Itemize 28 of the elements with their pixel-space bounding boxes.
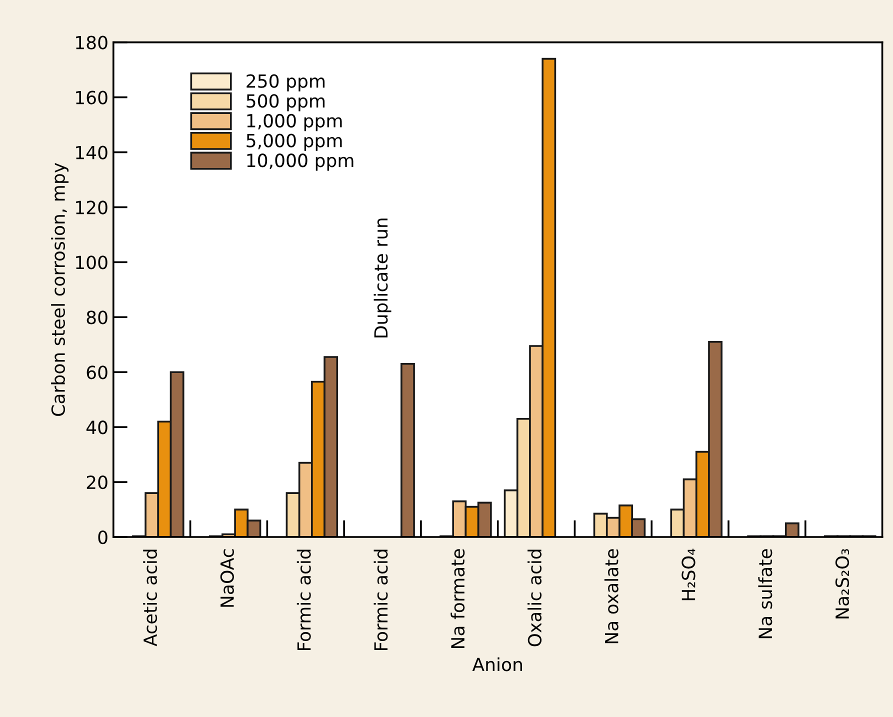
y-tick-label: 0 <box>98 530 108 544</box>
x-tick-label: Na₂S₂O₃ <box>835 549 850 618</box>
legend-label: 1,000 ppm <box>247 114 342 132</box>
y-axis-title: Carbon steel corrosion, mpy <box>51 162 69 416</box>
x-tick-label: H₂SO₄ <box>682 548 696 600</box>
y-tick-label: 120 <box>76 200 108 214</box>
x-tick-label: Na formate <box>450 549 465 648</box>
x-tick-label: Na sulfate <box>758 549 772 638</box>
legend-label: 5,000 ppm <box>246 134 342 151</box>
x-tick-label: Na oxalate <box>604 549 618 644</box>
y-tick-label: 20 <box>86 476 108 490</box>
y-tick-label: 60 <box>86 366 108 380</box>
y-tick-label: 180 <box>76 36 108 50</box>
x-tick-label: Acetic acid <box>143 550 158 646</box>
legend-label: 500 ppm <box>246 94 325 112</box>
x-axis-title: Anion <box>472 657 522 672</box>
y-tick-label: 40 <box>86 420 108 434</box>
x-tick-label: NaOAc <box>220 549 234 607</box>
legend-label: 10,000 ppm <box>247 154 354 171</box>
legend-label: 250 ppm <box>246 74 325 92</box>
x-tick-label: Formic acid <box>296 550 311 650</box>
y-tick-label: 140 <box>76 146 108 160</box>
y-tick-label: 100 <box>76 256 108 270</box>
x-tick-label: Oxalic acid <box>528 550 542 646</box>
y-tick-label: 160 <box>76 90 108 104</box>
x-tick-label: Formic acid <box>374 550 388 650</box>
annotation: Duplicate run <box>374 218 392 338</box>
y-tick-label: 80 <box>86 310 108 324</box>
